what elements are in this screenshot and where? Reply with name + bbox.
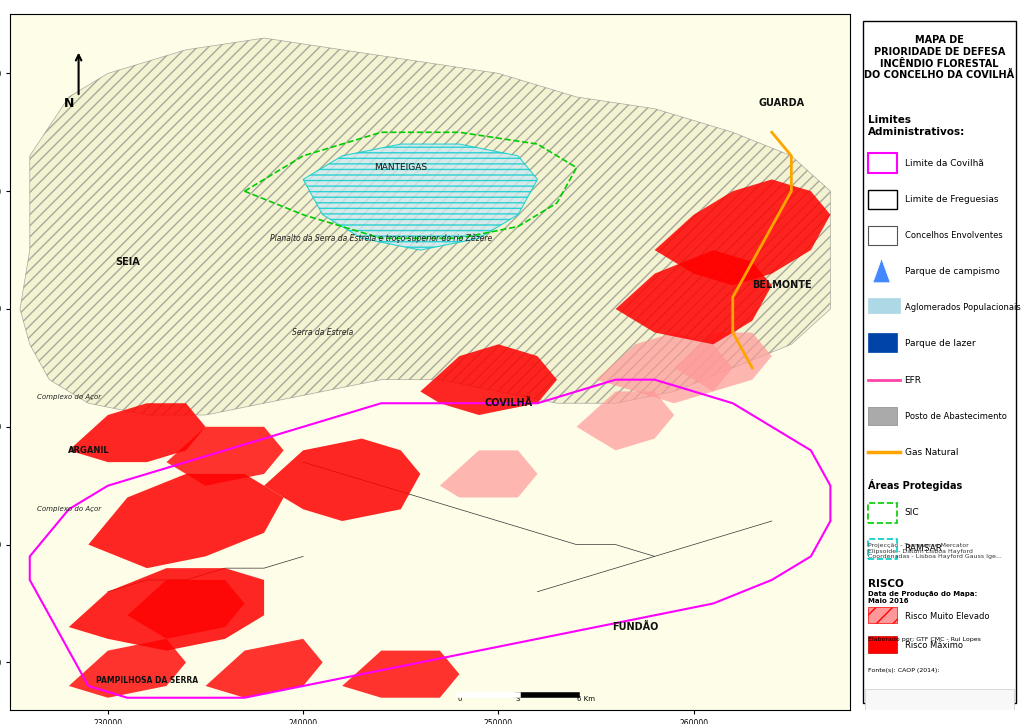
Text: Limite de Freguesias: Limite de Freguesias	[904, 195, 998, 204]
Text: 3: 3	[516, 696, 520, 702]
FancyBboxPatch shape	[863, 22, 1016, 702]
Polygon shape	[20, 38, 830, 415]
Text: 6 Km: 6 Km	[577, 696, 595, 702]
Polygon shape	[88, 474, 284, 568]
Text: ARGANIL: ARGANIL	[68, 446, 110, 455]
Text: Aglomerados Populacionais: Aglomerados Populacionais	[904, 303, 1020, 312]
Polygon shape	[10, 14, 850, 710]
FancyBboxPatch shape	[868, 636, 897, 652]
Text: PAMPILHOSA DA SERRA: PAMPILHOSA DA SERRA	[96, 675, 198, 685]
Polygon shape	[872, 258, 890, 283]
Text: N: N	[63, 97, 74, 110]
Polygon shape	[440, 450, 538, 497]
Text: Data de Produção do Mapa:
Maio 2016: Data de Produção do Mapa: Maio 2016	[868, 592, 977, 605]
Text: Gas Natural: Gas Natural	[904, 448, 958, 457]
Polygon shape	[206, 639, 323, 698]
Text: MANTEIGAS: MANTEIGAS	[374, 163, 427, 172]
Text: Limites
Administrativos:: Limites Administrativos:	[868, 115, 966, 137]
FancyBboxPatch shape	[868, 607, 897, 623]
Polygon shape	[167, 426, 284, 486]
Polygon shape	[69, 403, 206, 462]
Text: Elaborado por: GTF CMC - Rui Lopes: Elaborado por: GTF CMC - Rui Lopes	[868, 636, 981, 641]
Text: Concelhos Envolventes: Concelhos Envolventes	[904, 231, 1002, 240]
Polygon shape	[654, 180, 830, 285]
Text: 0: 0	[457, 696, 462, 702]
Text: Parque de lazer: Parque de lazer	[904, 340, 975, 348]
Polygon shape	[342, 651, 460, 698]
Polygon shape	[69, 639, 186, 698]
Text: SIC: SIC	[904, 508, 920, 518]
FancyBboxPatch shape	[865, 689, 1014, 724]
Text: Planalto da Serra da Estrela e troço superior do rio Zêzere: Planalto da Serra da Estrela e troço sup…	[270, 234, 493, 243]
Polygon shape	[596, 332, 733, 403]
Text: RAMSAR: RAMSAR	[904, 544, 943, 553]
Polygon shape	[127, 580, 245, 639]
Polygon shape	[420, 345, 557, 415]
Text: Risco Máximo: Risco Máximo	[904, 641, 963, 650]
Text: SEIA: SEIA	[115, 257, 140, 267]
Text: Complexo do Açor: Complexo do Açor	[37, 395, 101, 400]
Text: Fonte(s): CAOP (2014):: Fonte(s): CAOP (2014):	[868, 668, 940, 673]
Polygon shape	[69, 568, 264, 651]
Polygon shape	[674, 332, 772, 392]
Text: Limite da Covilhã: Limite da Covilhã	[904, 159, 983, 168]
Text: GUARDA: GUARDA	[759, 98, 805, 108]
Text: Projecção - Transverse Mercator
Elipsoide - Datum Lisboa Hayford
Coordenadas - L: Projecção - Transverse Mercator Elipsoid…	[868, 543, 1001, 560]
Text: RISCO: RISCO	[868, 579, 904, 589]
Text: FUNDÃO: FUNDÃO	[612, 622, 658, 632]
Text: Parque de campismo: Parque de campismo	[904, 267, 999, 276]
Text: COVILHÃ: COVILHÃ	[484, 398, 532, 408]
FancyBboxPatch shape	[868, 333, 897, 353]
Text: EFR: EFR	[904, 376, 922, 384]
Text: MAPA DE
PRIORIDADE DE DEFESA
INCÊNDIO FLORESTAL
DO CONCELHO DA COVILHÃ: MAPA DE PRIORIDADE DE DEFESA INCÊNDIO FL…	[864, 35, 1015, 80]
Text: Áreas Protegidas: Áreas Protegidas	[868, 479, 963, 491]
Text: Serra da Estrela: Serra da Estrela	[292, 328, 353, 337]
Polygon shape	[303, 144, 538, 250]
Text: Complexo do Açor: Complexo do Açor	[37, 506, 101, 513]
Polygon shape	[615, 250, 772, 345]
Text: Risco Muito Elevado: Risco Muito Elevado	[904, 612, 989, 621]
Text: BELMONTE: BELMONTE	[752, 280, 811, 290]
FancyBboxPatch shape	[868, 407, 897, 424]
FancyBboxPatch shape	[868, 298, 900, 313]
Text: Posto de Abastecimento: Posto de Abastecimento	[904, 412, 1007, 421]
Polygon shape	[577, 392, 674, 450]
Polygon shape	[264, 439, 420, 521]
